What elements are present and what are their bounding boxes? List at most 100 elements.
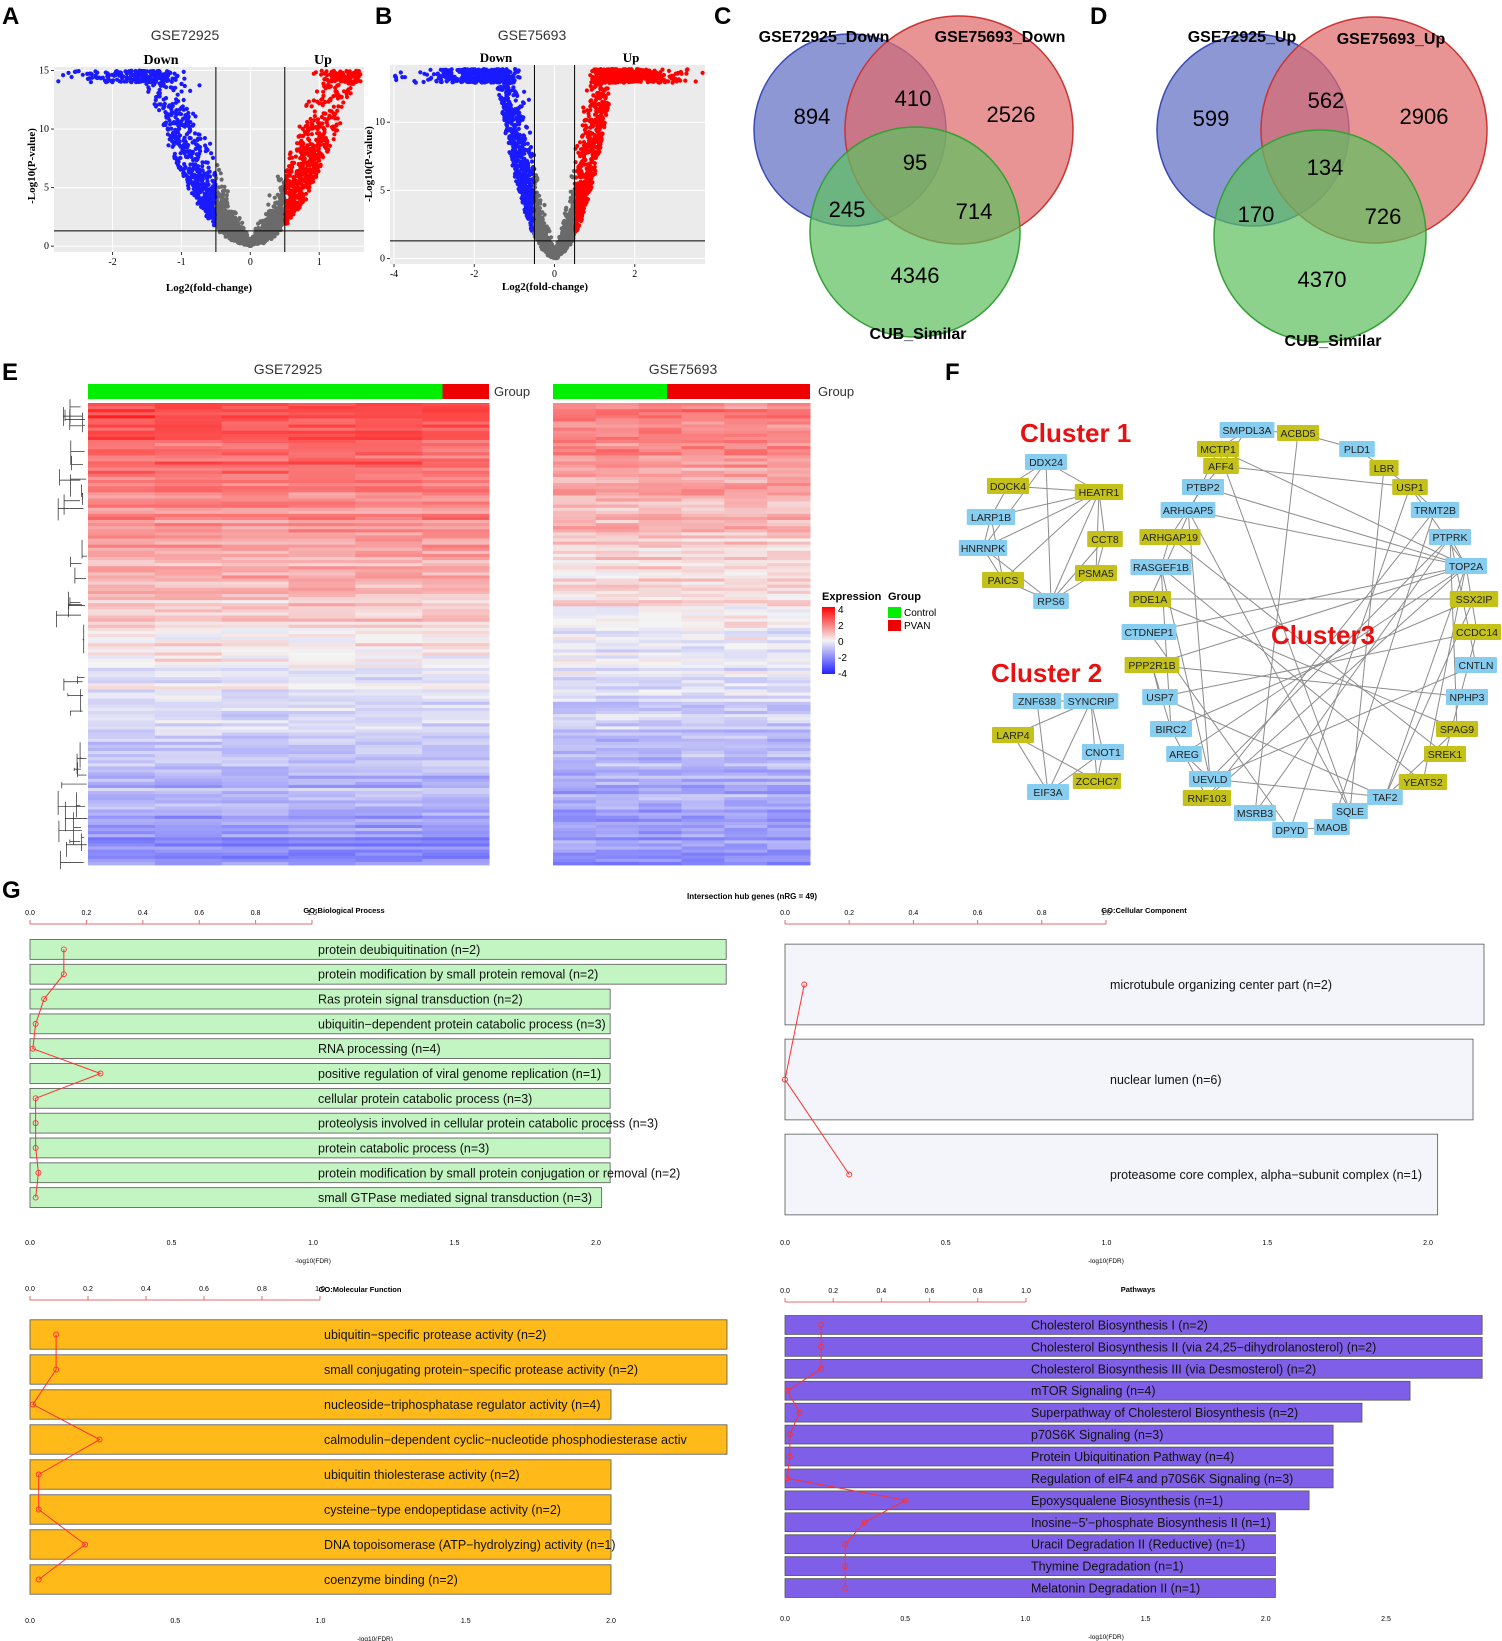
volcano-point	[547, 229, 552, 234]
volcano-point	[226, 224, 231, 229]
volcano-point	[288, 211, 294, 216]
volcano-point	[202, 136, 207, 141]
panel-letter-d: D	[1090, 3, 1107, 30]
volcano-point	[196, 185, 202, 191]
volcano-point	[221, 223, 226, 229]
volcano-point	[317, 158, 322, 163]
volcano-point	[219, 197, 224, 203]
volcano-point	[222, 231, 227, 236]
volcano-point	[163, 110, 168, 115]
volcano-point	[679, 71, 684, 76]
volcano-point	[344, 92, 349, 97]
volcano-point	[205, 175, 210, 180]
volcano-point	[355, 77, 360, 82]
volcano-point	[338, 69, 343, 74]
volcano-point	[315, 125, 320, 130]
volcano-point	[200, 183, 205, 188]
volcano-point	[168, 134, 173, 139]
volcano-point	[226, 218, 231, 223]
volcano-point	[426, 77, 431, 82]
volcano-point	[193, 162, 198, 167]
volcano-point	[322, 137, 328, 142]
volcano-point	[584, 88, 590, 93]
volcano-point	[153, 98, 158, 103]
volcano-point	[218, 171, 223, 176]
volcano-point	[313, 161, 318, 166]
volcano-point	[200, 160, 205, 165]
volcano-point	[205, 203, 211, 208]
volcano-point	[61, 73, 66, 78]
volcano-point	[216, 185, 221, 190]
volcano-point	[188, 136, 193, 141]
volcano-point	[261, 241, 266, 246]
volcano-a-xlabel: Log2(fold-change)	[166, 282, 253, 294]
volcano-point	[176, 136, 181, 141]
volcano-x-tick-label: 1	[317, 257, 322, 268]
volcano-point	[264, 235, 269, 240]
volcano-point	[337, 74, 342, 79]
volcano-point	[309, 132, 314, 137]
volcano-point	[184, 106, 189, 111]
volcano-point	[222, 213, 227, 218]
volcano-point	[103, 70, 108, 75]
volcano-point	[312, 114, 317, 119]
volcano-point	[250, 241, 255, 246]
volcano-point	[331, 137, 336, 142]
volcano-point	[315, 131, 320, 136]
volcano-point	[289, 169, 294, 174]
volcano-point	[178, 151, 183, 156]
volcano-point	[197, 151, 202, 156]
volcano-point	[260, 218, 266, 223]
volcano-point	[303, 191, 309, 196]
volcano-point	[335, 108, 340, 113]
volcano-point	[217, 213, 222, 218]
volcano-point	[304, 102, 309, 107]
volcano-point	[195, 136, 200, 141]
volcano-point	[128, 71, 133, 76]
volcano-point	[296, 201, 302, 206]
volcano-point	[333, 89, 338, 94]
volcano-point	[206, 194, 211, 199]
volcano-b-title: GSE75693	[498, 27, 567, 43]
volcano-point	[431, 72, 436, 77]
volcano-point	[354, 70, 359, 75]
volcano-point	[269, 215, 274, 220]
volcano-point	[669, 73, 674, 78]
volcano-point	[515, 122, 520, 127]
volcano-point	[144, 74, 149, 79]
volcano-point	[157, 87, 162, 92]
volcano-point	[339, 94, 344, 99]
volcano-point	[585, 135, 591, 140]
volcano-point	[422, 71, 427, 76]
volcano-point	[204, 184, 209, 189]
volcano-point	[300, 153, 305, 158]
volcano-point	[178, 165, 183, 170]
volcano-point	[592, 133, 597, 138]
volcano-point	[605, 86, 610, 91]
volcano-point	[162, 104, 167, 109]
volcano-point	[196, 132, 201, 137]
volcano-point	[341, 89, 347, 94]
volcano-point	[322, 111, 328, 116]
volcano-point	[285, 221, 290, 226]
volcano-point	[182, 166, 188, 171]
volcano-point	[189, 154, 194, 159]
volcano-point	[182, 162, 187, 167]
volcano-point	[336, 82, 341, 88]
volcano-point	[171, 120, 177, 125]
volcano-point	[292, 190, 297, 196]
volcano-point	[322, 116, 327, 121]
volcano-point	[174, 108, 179, 113]
volcano-point	[157, 69, 162, 74]
volcano-point	[700, 70, 705, 75]
volcano-point	[300, 134, 306, 139]
panel-letter-e: E	[2, 359, 18, 386]
volcano-point	[297, 124, 302, 129]
volcano-point	[321, 126, 327, 131]
volcano-point	[287, 204, 292, 209]
volcano-point	[460, 67, 465, 72]
volcano-point	[229, 237, 234, 243]
volcano-point	[327, 113, 332, 118]
volcano-point	[215, 219, 221, 224]
volcano-point	[166, 127, 171, 132]
